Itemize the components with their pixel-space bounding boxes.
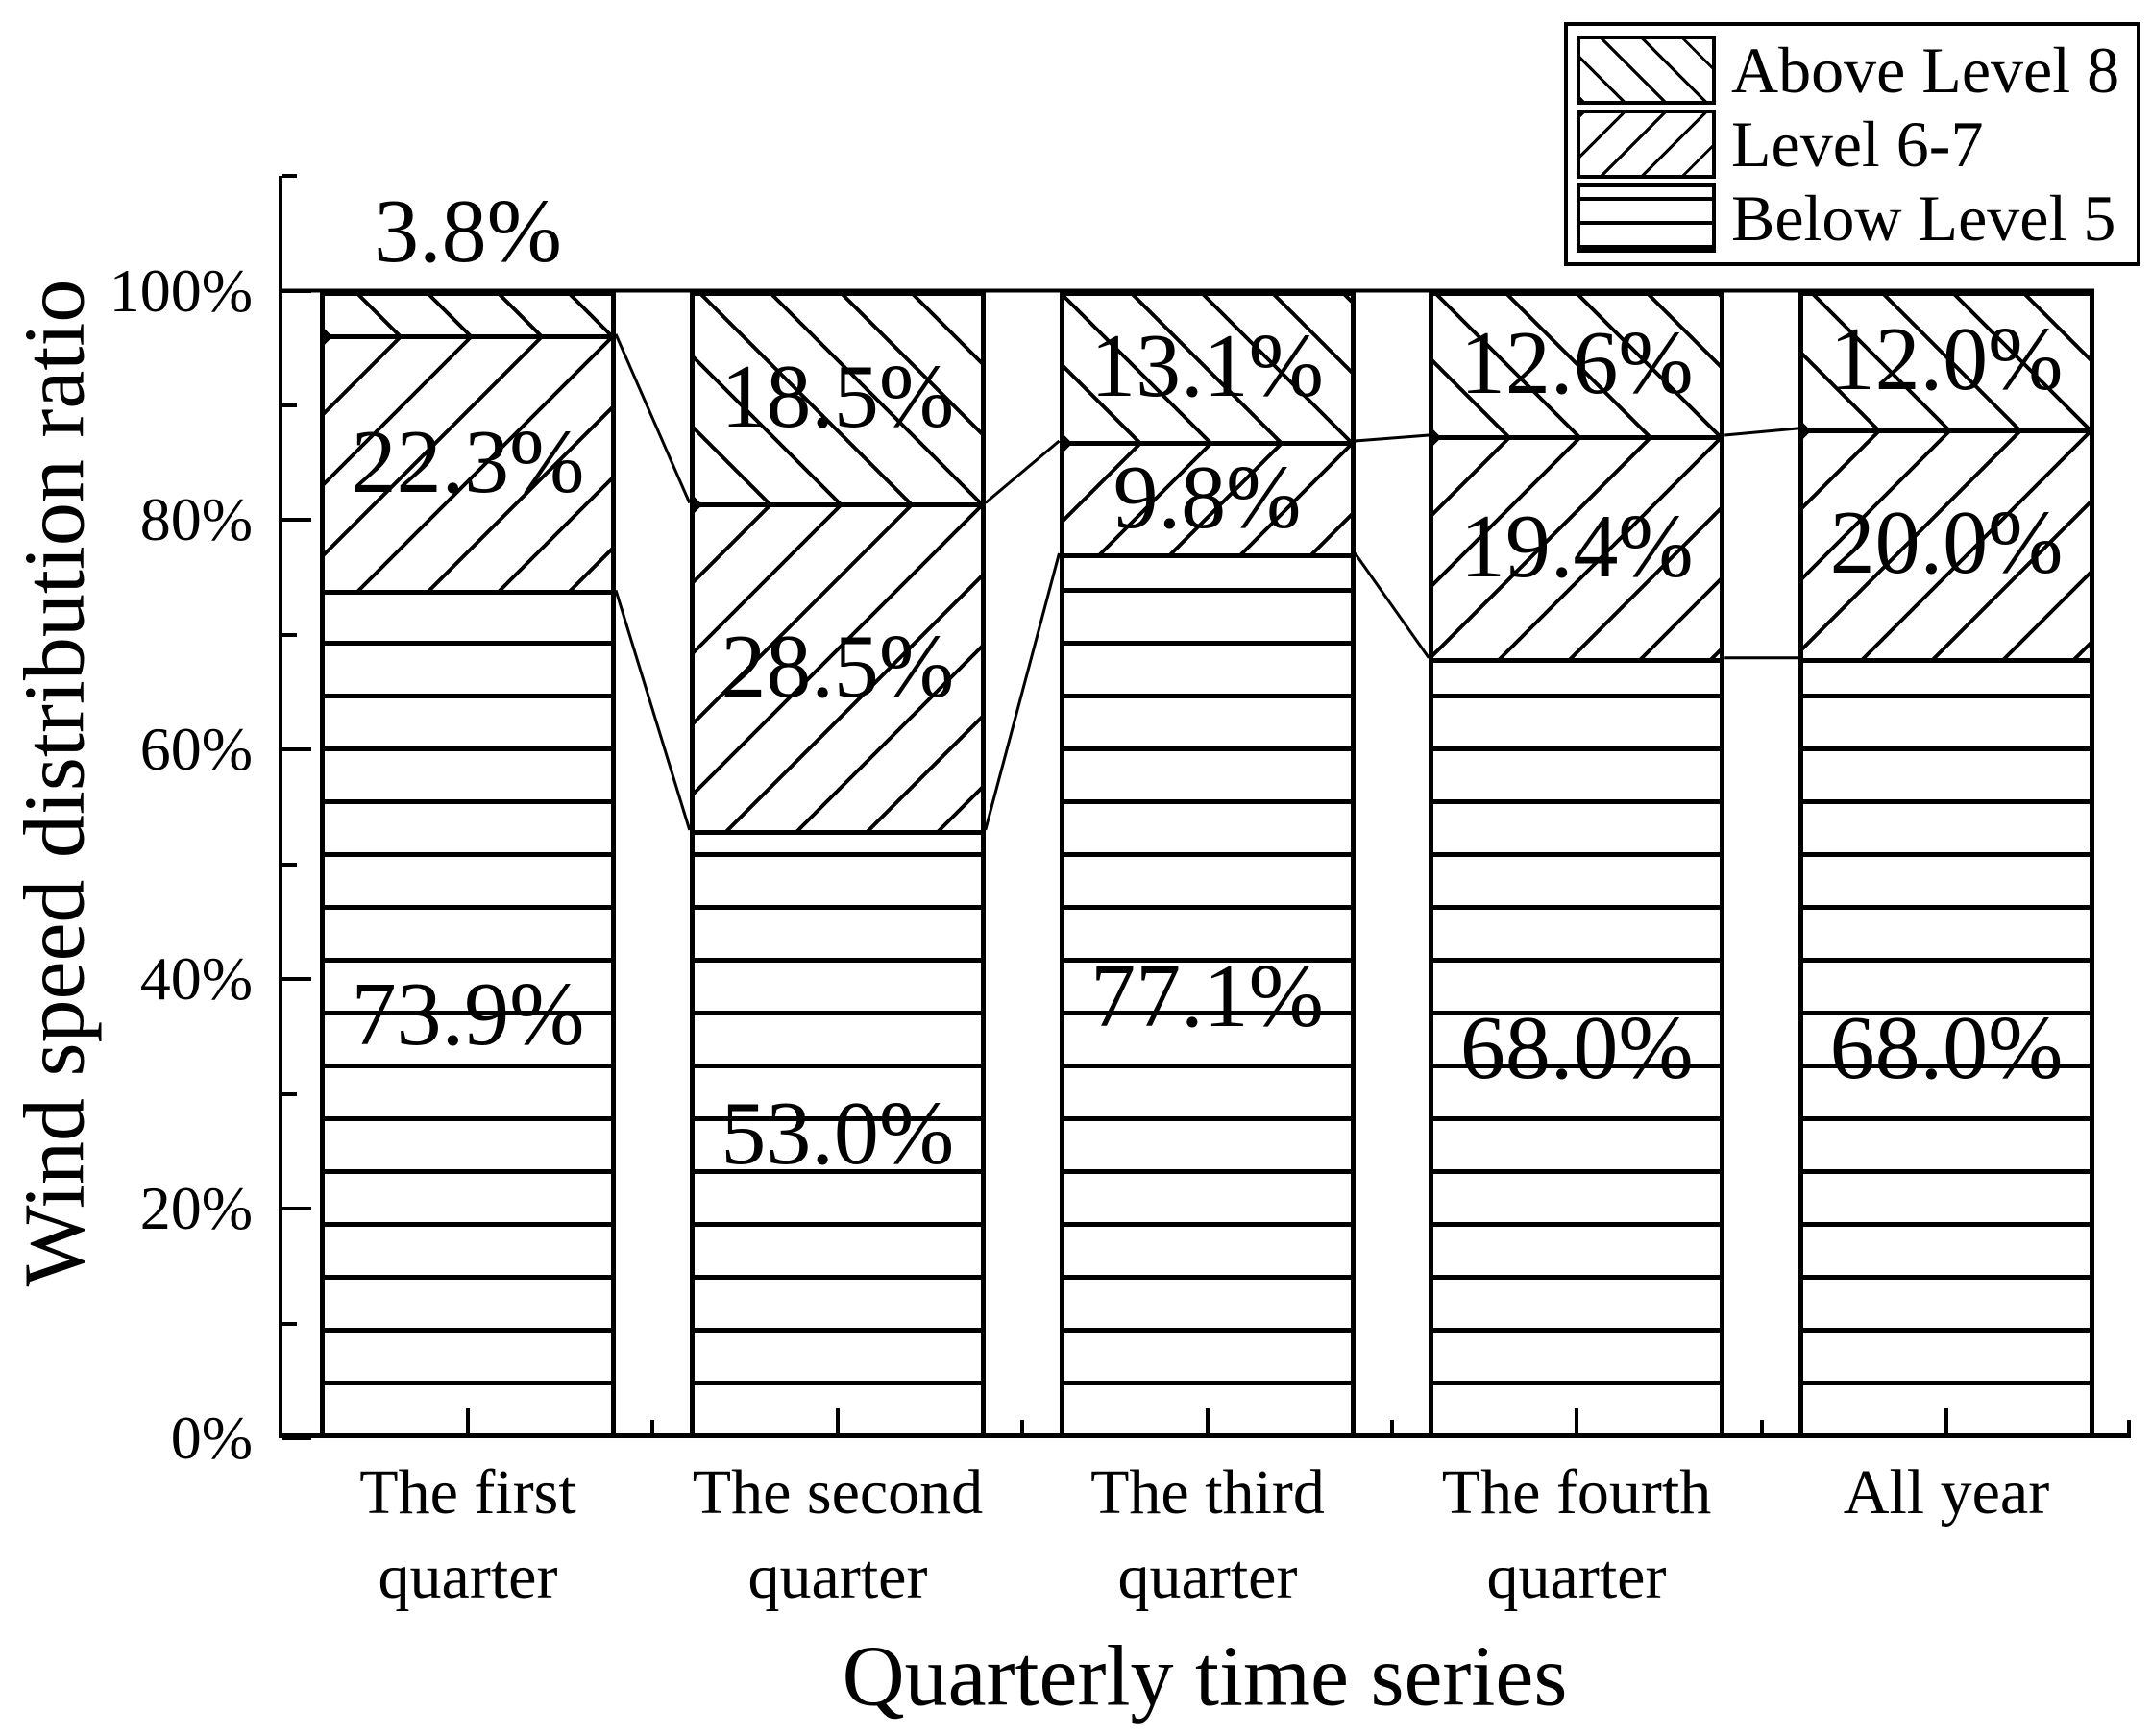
connector-line — [1355, 433, 1430, 443]
x-category-line: The first — [359, 1457, 576, 1528]
data-label: 20.0% — [1829, 493, 2064, 594]
data-label: 12.6% — [1459, 312, 1694, 413]
y-axis-major-tick — [282, 747, 311, 752]
data-label: 19.4% — [1459, 496, 1694, 597]
y-axis-minor-tick — [282, 632, 297, 637]
y-tick-label-20: 20% — [139, 1174, 253, 1242]
y-axis-major-tick — [282, 1207, 311, 1211]
y-axis-minor-tick — [282, 1091, 297, 1096]
bar-segment — [320, 590, 616, 1438]
legend-item-level-6-7: Level 6-7 — [1577, 107, 2137, 181]
y-axis-major-tick — [282, 1436, 311, 1440]
x-category-label: The second quarter — [626, 1451, 1049, 1620]
x-axis-major-tick — [1944, 1408, 1948, 1433]
y-tick-label-80: 80% — [139, 485, 253, 553]
y-tick-label-0: 0% — [170, 1404, 253, 1472]
legend-item-above-level-8: Above Level 8 — [1577, 33, 2137, 107]
y-axis-major-tick — [282, 288, 311, 293]
data-label: 12.0% — [1829, 309, 2064, 410]
x-category-line: All year — [1843, 1457, 2050, 1528]
x-axis-major-tick — [835, 1408, 840, 1433]
bar-segment — [1798, 428, 2094, 658]
bar-segment — [689, 290, 986, 503]
connector-line — [984, 552, 1061, 831]
x-axis-minor-tick — [1759, 1420, 1764, 1433]
data-label: 77.1% — [1090, 945, 1324, 1046]
y-tick-label-60: 60% — [139, 715, 253, 783]
bar-segment — [1429, 657, 1725, 1438]
bar-segment — [1798, 657, 2094, 1438]
x-category-label: The third quarter — [996, 1451, 1419, 1620]
x-category-line: The fourth — [1441, 1457, 1712, 1528]
bar-segment — [320, 333, 616, 591]
data-label: 9.8% — [1113, 447, 1302, 548]
forward-slash-hatch-swatch-icon — [1577, 110, 1716, 179]
y-axis-minor-tick — [282, 174, 297, 179]
x-axis-major-tick — [1205, 1408, 1210, 1433]
connector-line — [614, 333, 692, 504]
data-label: 13.1% — [1090, 315, 1324, 416]
bar-segment — [1059, 440, 1356, 554]
x-category-line: quarter — [747, 1542, 928, 1612]
bar-segment — [1059, 553, 1356, 1438]
x-category-label: The fourth quarter — [1365, 1451, 1788, 1620]
x-category-line: quarter — [1117, 1542, 1298, 1612]
legend-item-below-level-5: Below Level 5 — [1577, 181, 2137, 255]
bar-segment — [320, 290, 616, 334]
bar-segment — [689, 502, 986, 830]
y-tick-label-40: 40% — [139, 944, 253, 1013]
y-axis-minor-tick — [282, 1321, 297, 1326]
connector-line — [1354, 552, 1431, 659]
y-tick-label-100: 100% — [109, 257, 253, 325]
x-axis-minor-tick — [1020, 1420, 1025, 1433]
data-label: 3.8% — [374, 181, 562, 281]
x-axis-major-tick — [466, 1408, 470, 1433]
connector-line — [1724, 427, 1799, 437]
connector-line — [984, 439, 1061, 504]
y-axis-major-tick — [282, 977, 311, 982]
data-label: 28.5% — [721, 616, 955, 717]
data-label: 73.9% — [351, 964, 585, 1064]
x-axis-minor-tick — [1389, 1420, 1394, 1433]
data-label: 22.3% — [351, 412, 585, 513]
x-axis-end-tick — [2127, 1420, 2131, 1433]
x-axis-minor-tick — [650, 1420, 655, 1433]
legend: Above Level 8 Level 6-7 Below Level 5 — [1564, 22, 2140, 266]
x-category-line: The second — [692, 1457, 984, 1528]
data-label: 68.0% — [1829, 997, 2064, 1098]
x-axis-title: Quarterly time series — [842, 1628, 1568, 1724]
bar-segment — [1798, 290, 2094, 428]
x-category-line: quarter — [1486, 1542, 1667, 1612]
x-axis-major-tick — [1575, 1408, 1579, 1433]
y-axis-minor-tick — [282, 403, 297, 407]
y-axis-minor-tick — [282, 862, 297, 867]
bar-segment — [1429, 290, 1725, 435]
legend-label: Below Level 5 — [1731, 181, 2116, 255]
x-category-label: The first quarter — [257, 1451, 679, 1620]
x-category-label: All year — [1735, 1451, 2152, 1535]
legend-label: Level 6-7 — [1731, 107, 1984, 181]
data-label: 68.0% — [1459, 997, 1694, 1098]
backslash-hatch-swatch-icon — [1577, 36, 1716, 105]
bar-segment — [689, 829, 986, 1438]
connector-line — [614, 589, 692, 831]
bar-segment — [1059, 290, 1356, 441]
legend-label: Above Level 8 — [1731, 33, 2120, 107]
x-category-line: quarter — [378, 1542, 558, 1612]
y-axis-major-tick — [282, 518, 311, 523]
data-label: 18.5% — [721, 346, 955, 447]
data-label: 53.0% — [721, 1084, 955, 1185]
horizontal-stripe-swatch-icon — [1577, 183, 1716, 253]
bar-segment — [1429, 435, 1725, 658]
x-category-line: The third — [1090, 1457, 1325, 1528]
